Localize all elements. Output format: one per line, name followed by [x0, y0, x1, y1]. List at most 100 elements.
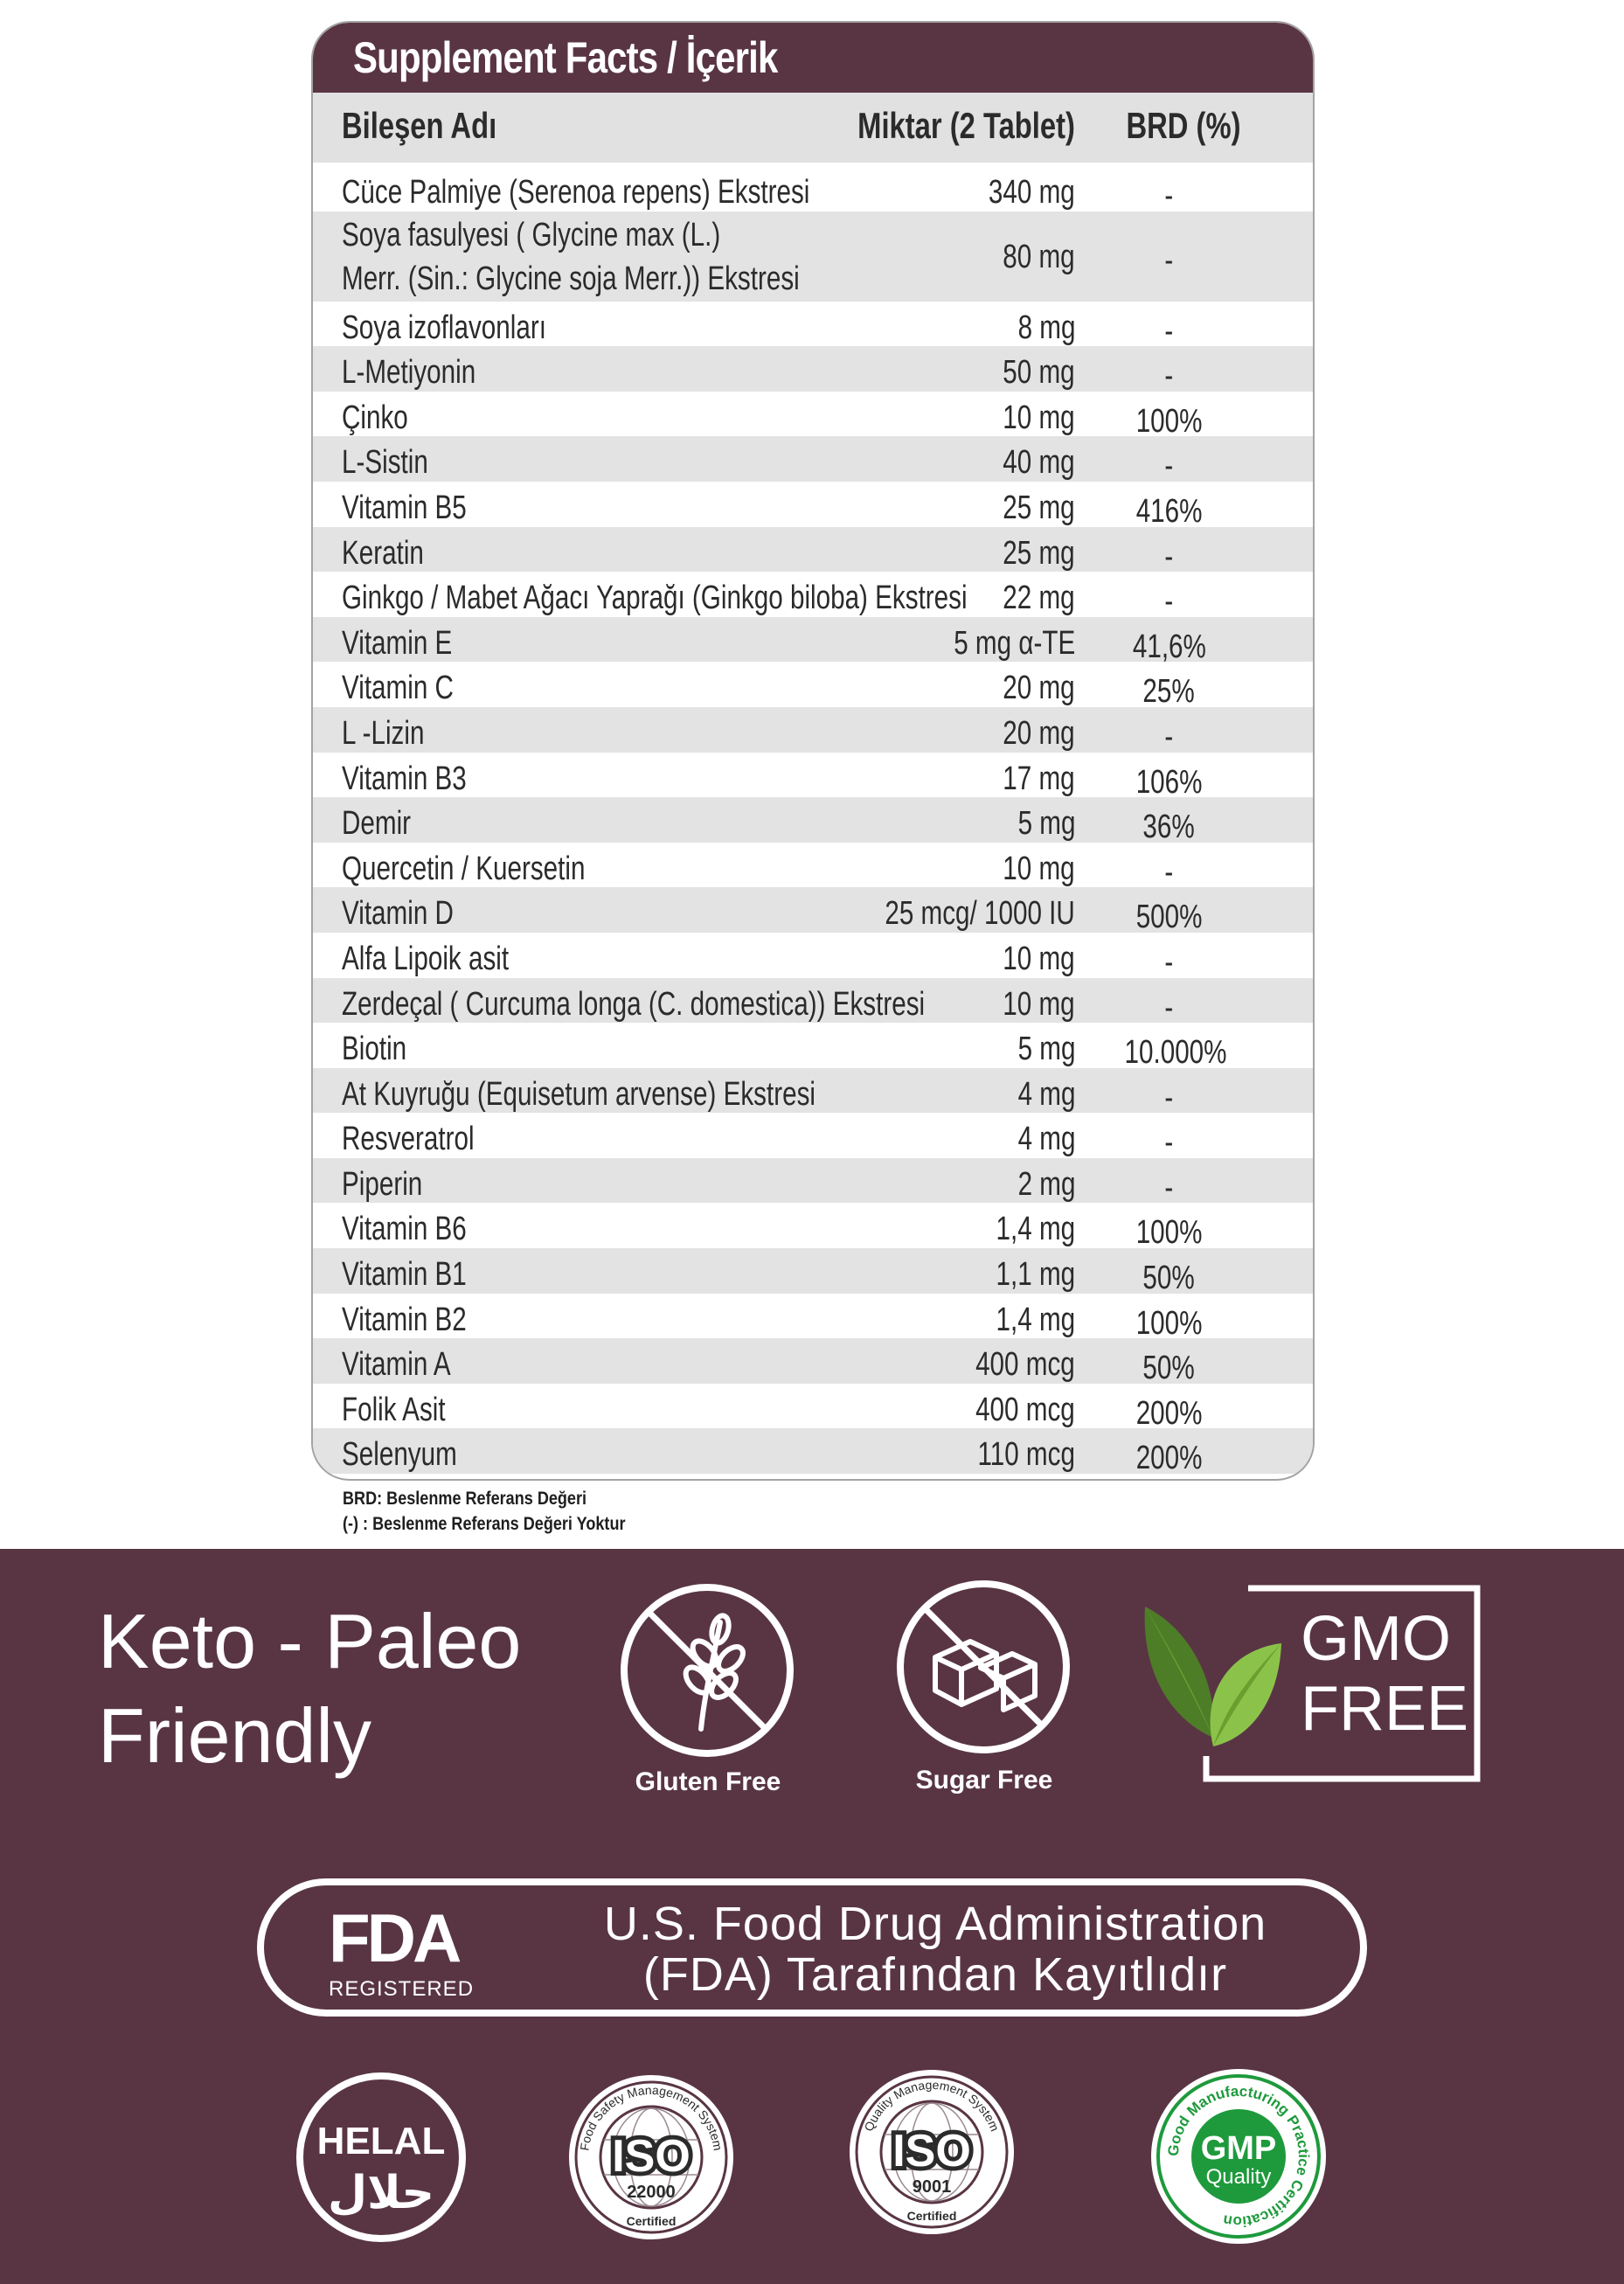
ingredient-amount: 1,4 mg	[996, 1301, 1075, 1338]
table-row: Piperin 2 mg -	[313, 1157, 1313, 1206]
svg-text:9001: 9001	[913, 2177, 952, 2197]
table-row: Resveratrol 4 mg -	[313, 1113, 1313, 1161]
table-row: Zerdeçal ( Curcuma longa (C. domestica))…	[313, 977, 1313, 1026]
ingredient-amount: 20 mg	[1003, 714, 1075, 752]
fda-registered-badge	[257, 1878, 1367, 2017]
ingredient-name: Piperin	[342, 1165, 423, 1203]
svg-text:Certified: Certified	[907, 2209, 957, 2223]
ingredient-brd: -	[1164, 538, 1174, 575]
ingredient-amount: 8 mg	[1017, 309, 1075, 346]
ingredient-brd: 25%	[1142, 673, 1196, 711]
svg-text:Certified: Certified	[627, 2214, 677, 2228]
ingredient-amount: 4 mg	[1017, 1075, 1075, 1113]
ingredient-name: Çinko	[342, 399, 408, 436]
ingredient-name: Vitamin B6	[342, 1211, 467, 1248]
ingredient-brd: 36%	[1142, 809, 1196, 846]
iso-22000-seal: Food Safety Management System ISO 22000 …	[569, 2075, 733, 2239]
ingredient-brd: -	[1164, 853, 1174, 891]
ingredient-name: Vitamin B2	[342, 1301, 467, 1338]
ingredient-brd: -	[1164, 989, 1174, 1026]
table-row: L -Lizin 20 mg -	[313, 706, 1313, 755]
table-row: Soya izoflavonları 8 mg -	[313, 302, 1313, 350]
helal-seal: HELAL حلال	[296, 2072, 466, 2242]
ingredient-brd: -	[1164, 943, 1174, 981]
facts-header-row: Bileşen Adı Miktar (2 Tablet) BRD (%)	[313, 93, 1313, 166]
ingredient-brd: -	[1164, 358, 1174, 395]
ingredient-name: Vitamin B5	[342, 489, 467, 526]
table-row: Vitamin B2 1,4 mg 100%	[313, 1294, 1313, 1342]
ingredient-brd: -	[1164, 1079, 1174, 1116]
table-row: Vitamin B6 1,4 mg 100%	[313, 1203, 1313, 1251]
facts-rows: Cüce Palmiye (Serenoa repens) Ekstresi 34…	[313, 166, 1313, 1476]
ingredient-brd: -	[1164, 241, 1174, 279]
ingredient-name: Folik Asit	[342, 1391, 446, 1428]
ingredient-brd: 41,6%	[1132, 628, 1206, 665]
ingredient-brd: -	[1164, 583, 1174, 621]
ingredient-name: Vitamin E	[342, 624, 453, 662]
ingredient-amount: 22 mg	[1003, 580, 1075, 617]
svg-text:Quality: Quality	[1206, 2165, 1272, 2189]
svg-text:22000: 22000	[627, 2183, 676, 2202]
ingredient-name: L-Metiyonin	[342, 354, 476, 392]
sugar-free-label: Sugar Free	[915, 1766, 1053, 1795]
ingredient-name: Ginkgo / Mabet Ağacı Yaprağı (Ginkgo bil…	[342, 580, 968, 617]
ingredient-name: L -Lizin	[342, 714, 425, 752]
table-row: Vitamin E 5 mg α-TE 41,6%	[313, 616, 1313, 665]
table-row: Vitamin D 25 mcg/ 1000 IU 500%	[313, 887, 1313, 935]
header-ingredient-name: Bileşen Adı	[342, 105, 497, 146]
ingredient-name: At Kuyruğu (Equisetum arvense) Ekstresi	[342, 1075, 815, 1113]
ingredient-name: Soya izoflavonları	[342, 309, 546, 346]
header-amount: Miktar (2 Tablet)	[857, 105, 1075, 146]
table-row: L-Sistin 40 mg -	[313, 436, 1313, 484]
ingredient-amount: 50 mg	[1003, 354, 1075, 392]
ingredient-brd: 10.000%	[1124, 1034, 1227, 1072]
ingredient-name: Resveratrol	[342, 1121, 475, 1158]
table-row: Alfa Lipoik asit 10 mg -	[313, 933, 1313, 981]
keto-line-1: Keto - Paleo	[98, 1598, 522, 1684]
fda-statement-line-2: (FDA) Tarafından Kayıtlıdır	[642, 1948, 1228, 2001]
keto-line-2: Friendly	[98, 1692, 371, 1779]
ingredient-name: Vitamin C	[342, 670, 454, 707]
ingredient-amount: 10 mg	[1003, 985, 1075, 1023]
ingredient-amount: 340 mg	[989, 174, 1075, 211]
ingredient-name: Cüce Palmiye (Serenoa repens) Ekstresi	[342, 174, 810, 211]
table-row: Biotin 5 mg 10.000%	[313, 1023, 1313, 1071]
ingredient-brd: -	[1164, 177, 1174, 214]
table-row: Keratin 25 mg -	[313, 526, 1313, 575]
footnote-brd: BRD: Beslenme Referans Değeri	[343, 1489, 587, 1509]
ingredient-amount: 5 mg	[1017, 1031, 1075, 1068]
ingredient-name: Vitamin A	[342, 1346, 451, 1384]
ingredient-name: Biotin	[342, 1031, 407, 1068]
ingredient-amount: 5 mg	[1017, 805, 1075, 843]
ingredient-brd: 100%	[1135, 1214, 1203, 1252]
ingredient-name: Vitamin B3	[342, 760, 467, 797]
ingredient-name: Demir	[342, 805, 412, 843]
ingredient-brd: -	[1164, 448, 1174, 485]
ingredient-amount: 400 mcg	[975, 1391, 1075, 1428]
fda-statement-line-1: U.S. Food Drug Administration	[603, 1898, 1267, 1950]
iso-9001-seal: Quality Management System ISO 9001 Certi…	[850, 2070, 1014, 2234]
ingredient-brd: -	[1164, 718, 1174, 755]
leaf-icon	[1144, 1607, 1281, 1746]
ingredient-name: Zerdeçal ( Curcuma longa (C. domestica))…	[342, 985, 926, 1023]
fda-logo: FDA	[329, 1899, 462, 1976]
ingredient-amount: 2 mg	[1017, 1165, 1075, 1203]
table-row: Ginkgo / Mabet Ağacı Yaprağı (Ginkgo bil…	[313, 572, 1313, 620]
table-row: Vitamin B5 25 mg 416%	[313, 482, 1313, 530]
ingredient-amount: 1,4 mg	[996, 1211, 1075, 1248]
ingredient-amount: 4 mg	[1017, 1121, 1075, 1158]
gmo-free-line-2: FREE	[1301, 1674, 1469, 1744]
table-row: Quercetin / Kuersetin 10 mg -	[313, 843, 1313, 891]
ingredient-amount: 80 mg	[1003, 238, 1075, 275]
gluten-free-icon	[621, 1584, 794, 1757]
table-row: Soya fasulyesi ( Glycine max (L.) Merr. …	[313, 211, 1313, 302]
fda-registered-text: REGISTERED	[329, 1977, 475, 2001]
sugar-free-icon	[897, 1580, 1070, 1753]
ingredient-brd: 200%	[1135, 1440, 1203, 1477]
ingredient-amount: 1,1 mg	[996, 1256, 1075, 1294]
table-row: Cüce Palmiye (Serenoa repens) Ekstresi 34…	[313, 166, 1313, 214]
table-row: At Kuyruğu (Equisetum arvense) Ekstresi 4…	[313, 1067, 1313, 1116]
table-row: Vitamin C 20 mg 25%	[313, 662, 1313, 710]
ingredient-name: Vitamin D	[342, 895, 454, 933]
gmo-free-line-1: GMO	[1301, 1604, 1451, 1674]
